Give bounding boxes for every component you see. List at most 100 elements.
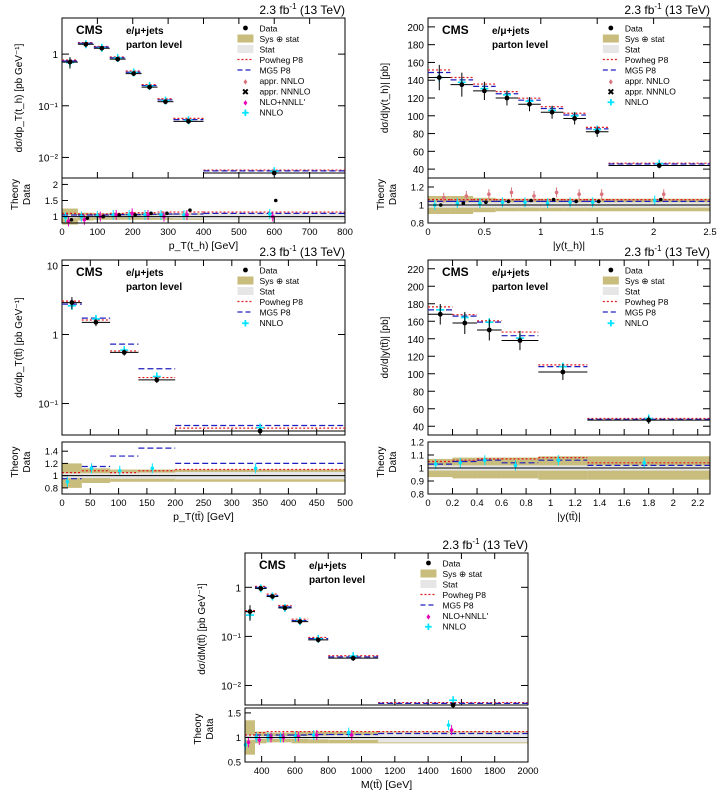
legend-label-powheg: Powheg P8	[442, 590, 486, 600]
ratio-ytick-label: 1	[419, 464, 424, 475]
x-axis-label: p_T(t_h) [GeV]	[169, 240, 239, 252]
legend-label-data: Data	[259, 24, 277, 34]
legend-marker-nnlo: ✚	[607, 319, 615, 329]
nnlo-ratio-marker	[458, 461, 463, 465]
legend-entry-data: Data	[243, 24, 278, 34]
apprnnlo-ratio-marker	[661, 192, 666, 196]
legend-label-mg5: MG5 P8	[259, 66, 290, 76]
legend-entry-powheg: Powheg P8	[420, 590, 486, 600]
apprnnlo-ratio-marker	[509, 190, 514, 195]
nnlo-ratio-marker	[446, 723, 451, 727]
legend-entry-nnlo: ✚ NNLO	[607, 318, 649, 329]
ratio-ytick-label: 1	[236, 733, 241, 744]
legend-entry-powheg: Powheg P8	[237, 55, 303, 65]
xtick-label: 2	[651, 227, 656, 238]
xtick-label: 0.8	[519, 498, 532, 509]
data-point	[258, 585, 264, 591]
main-frame	[427, 17, 711, 179]
legend-label-nnlo: NNLO	[625, 97, 649, 107]
nnll-ratio-marker	[130, 211, 134, 216]
xtick-label: 1.2	[569, 498, 582, 509]
xtick-label: 200	[167, 498, 183, 509]
nnlo-ratio-marker	[642, 461, 646, 465]
legend-sys-swatch	[602, 276, 619, 285]
legend-stat-swatch	[237, 287, 254, 295]
apprnnnlo-ratio-marker	[165, 211, 169, 216]
ytick-label: 40	[413, 165, 425, 176]
ytick-label: 60	[413, 405, 425, 416]
panel-pt_th: 2.3 fb-1 (13 TeV) 1 10⁻¹ 10⁻² dσ/dp_T(t_h) […	[10, 2, 353, 252]
xtick-label: 600	[266, 227, 282, 238]
legend-entry-apprnnlo: ♦ appr. NNLO	[243, 76, 305, 87]
xtick-label: 350	[252, 498, 268, 509]
level-label: parton level	[492, 40, 548, 51]
legend-entry-sys: Sys ⊕ stat	[602, 34, 665, 44]
ytick-label: 10⁻¹	[38, 400, 58, 411]
xtick-label: 50	[85, 498, 96, 509]
nnll-ratio-marker	[114, 213, 119, 217]
apprnnnlo-ratio-marker	[506, 199, 511, 204]
data-point	[257, 428, 263, 434]
legend-sys-swatch	[237, 34, 254, 43]
nnll-ratio-marker	[246, 740, 251, 745]
apprnnnlo-ratio-marker	[273, 198, 278, 203]
legend-entry-apprnnnlo: ✖ appr. NNNLO	[607, 87, 676, 98]
legend-marker-nnlo: ✚	[242, 319, 250, 329]
nnlo-ratio-marker	[117, 468, 122, 473]
lumi-label: 2.3 fb-1 (13 TeV)	[259, 244, 345, 259]
y-axis-label: dσ/dM(tt̄) [pb GeV⁻¹]	[196, 583, 208, 675]
legend-entry-mg5: MG5 P8	[602, 308, 656, 318]
legend-entry-apprnnnlo: ✖ appr. NNNLO	[242, 87, 311, 98]
legend-label-powheg: Powheg P8	[259, 297, 303, 307]
nnlo-ratio-marker	[267, 212, 272, 216]
ratio-ylabel-bottom: Data	[388, 184, 399, 206]
nnlo-ratio-marker	[433, 462, 438, 466]
data-point	[271, 170, 277, 176]
panel-y_tt: 2.3 fb-1 (13 TeV)40608010012014016018020…	[376, 244, 711, 523]
apprnnnlo-ratio-marker	[596, 199, 601, 204]
legend-stat-swatch	[237, 45, 254, 53]
ratio-ytick-label: 1	[419, 201, 424, 212]
apprnnnlo-ratio-marker	[117, 213, 122, 217]
nnll-ratio-marker	[449, 728, 454, 732]
apprnnlo-ratio-marker	[577, 192, 581, 196]
xtick-label: 0.6	[495, 498, 508, 509]
data-point	[282, 605, 288, 611]
ratio-ytick-label: 1.2	[411, 183, 424, 194]
ratio-panel: 0.5 1 1.5 400 600 800 1000 1200 1400 1600 1800 2000…	[193, 707, 539, 791]
data-point	[482, 88, 487, 94]
xtick-label: 0.2	[446, 498, 459, 509]
legend-label-nnll: NLO+NNLL'	[259, 97, 305, 107]
ratio-ytick-label: 1.1	[411, 451, 424, 462]
legend-entry-powheg: Powheg P8	[602, 297, 669, 307]
legend-entry-nnll: ♦ NLO+NNLL'	[243, 97, 305, 108]
legend-label-data: Data	[442, 559, 460, 569]
nnlo-ratio-marker	[478, 201, 482, 205]
ytick-label: 10	[47, 261, 59, 272]
legend-entry-sys: Sys ⊕ stat	[420, 569, 483, 579]
legend-data-marker	[608, 267, 614, 273]
data-point	[186, 118, 191, 124]
xtick-label: 1	[538, 227, 543, 238]
xtick-label: 2.2	[691, 498, 704, 509]
legend-sys-swatch	[420, 569, 437, 578]
xtick-label: 100	[111, 498, 127, 509]
level-label: parton level	[126, 40, 182, 51]
legend-data-marker	[243, 25, 248, 31]
ytick-label: 160	[407, 317, 424, 328]
nnlo-ratio-marker	[652, 198, 657, 203]
legend-stat-swatch	[602, 287, 619, 295]
xtick-label: 300	[160, 227, 176, 238]
xtick-label: 600	[287, 766, 303, 777]
xtick-label: 0	[425, 227, 430, 238]
xtick-label: 1600	[451, 766, 472, 777]
xtick-label: 300	[224, 498, 240, 509]
legend-entry-sys: Sys ⊕ stat	[237, 34, 300, 44]
lumi-label: 2.3 fb-1 (13 TeV)	[624, 244, 710, 259]
apprnnlo-ratio-marker	[441, 196, 446, 200]
xtick-label: 1400	[418, 766, 439, 777]
data-point	[450, 702, 456, 708]
legend-marker-nnlo: ✚	[242, 108, 250, 118]
legend-stat-swatch	[602, 45, 619, 53]
data-point	[99, 45, 105, 51]
